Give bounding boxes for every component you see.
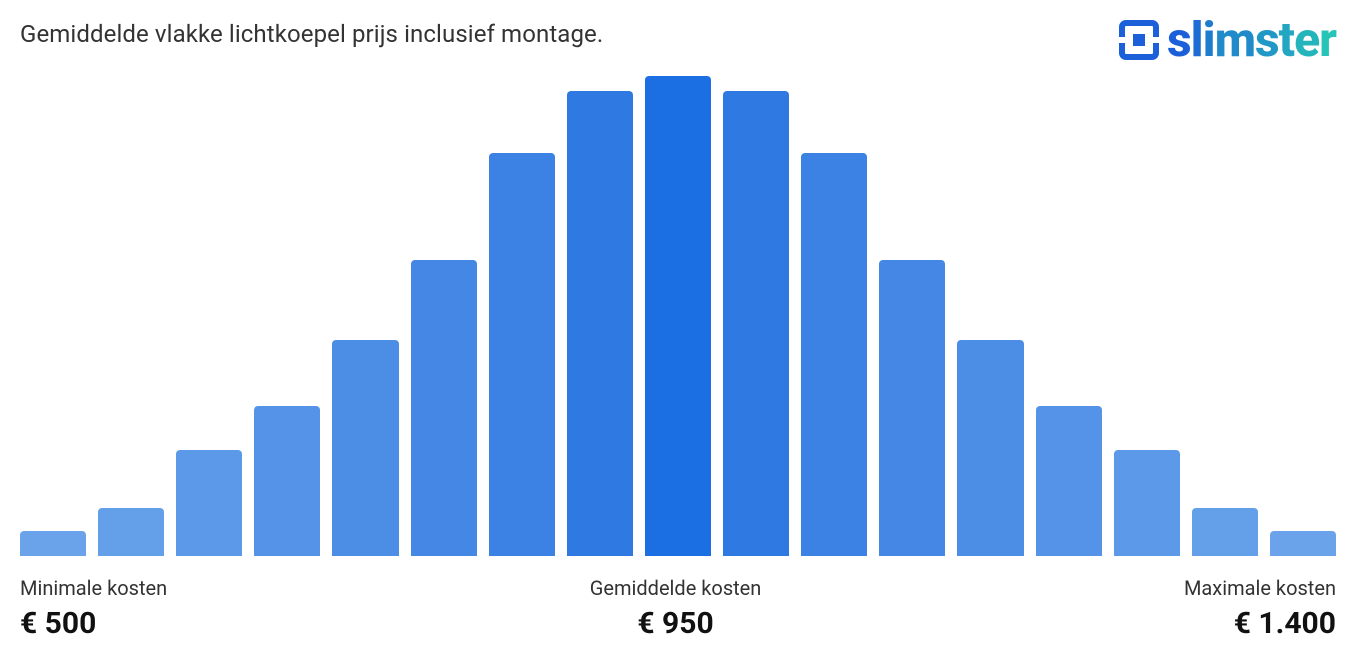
distribution-bar — [332, 340, 398, 556]
chart-title: Gemiddelde vlakke lichtkoepel prijs incl… — [20, 20, 603, 48]
distribution-bar — [20, 531, 86, 556]
distribution-bar — [957, 340, 1023, 556]
distribution-bar — [723, 91, 789, 556]
distribution-bar — [411, 260, 477, 556]
max-cost-value: € 1.400 — [1234, 606, 1336, 641]
distribution-bar — [801, 153, 867, 556]
distribution-bar — [254, 406, 320, 556]
distribution-bar — [645, 76, 711, 556]
distribution-bar — [489, 153, 555, 556]
distribution-bar — [176, 450, 242, 556]
header: Gemiddelde vlakke lichtkoepel prijs incl… — [20, 20, 1336, 76]
distribution-bar — [1114, 450, 1180, 556]
max-cost-stat: Maximale kosten € 1.400 — [1184, 576, 1336, 641]
distribution-bar — [98, 508, 164, 556]
avg-cost-label: Gemiddelde kosten — [590, 576, 762, 600]
min-cost-value: € 500 — [20, 606, 167, 641]
distribution-bar — [1270, 531, 1336, 556]
min-cost-stat: Minimale kosten € 500 — [20, 576, 167, 641]
avg-cost-value: € 950 — [637, 606, 713, 641]
brand-logo: slimster — [1117, 16, 1336, 64]
distribution-bar — [567, 91, 633, 556]
max-cost-label: Maximale kosten — [1184, 576, 1336, 600]
distribution-bar — [1192, 508, 1258, 556]
distribution-bar — [1036, 406, 1102, 556]
avg-cost-stat: Gemiddelde kosten € 950 — [590, 576, 762, 641]
summary-stats: Minimale kosten € 500 Gemiddelde kosten … — [20, 576, 1336, 641]
price-distribution-card: Gemiddelde vlakke lichtkoepel prijs incl… — [0, 0, 1356, 670]
brand-wordmark: slimster — [1167, 16, 1336, 64]
distribution-bar-chart — [20, 76, 1336, 556]
distribution-bar — [879, 260, 945, 556]
slimster-mark-icon — [1117, 18, 1161, 62]
min-cost-label: Minimale kosten — [20, 576, 167, 600]
